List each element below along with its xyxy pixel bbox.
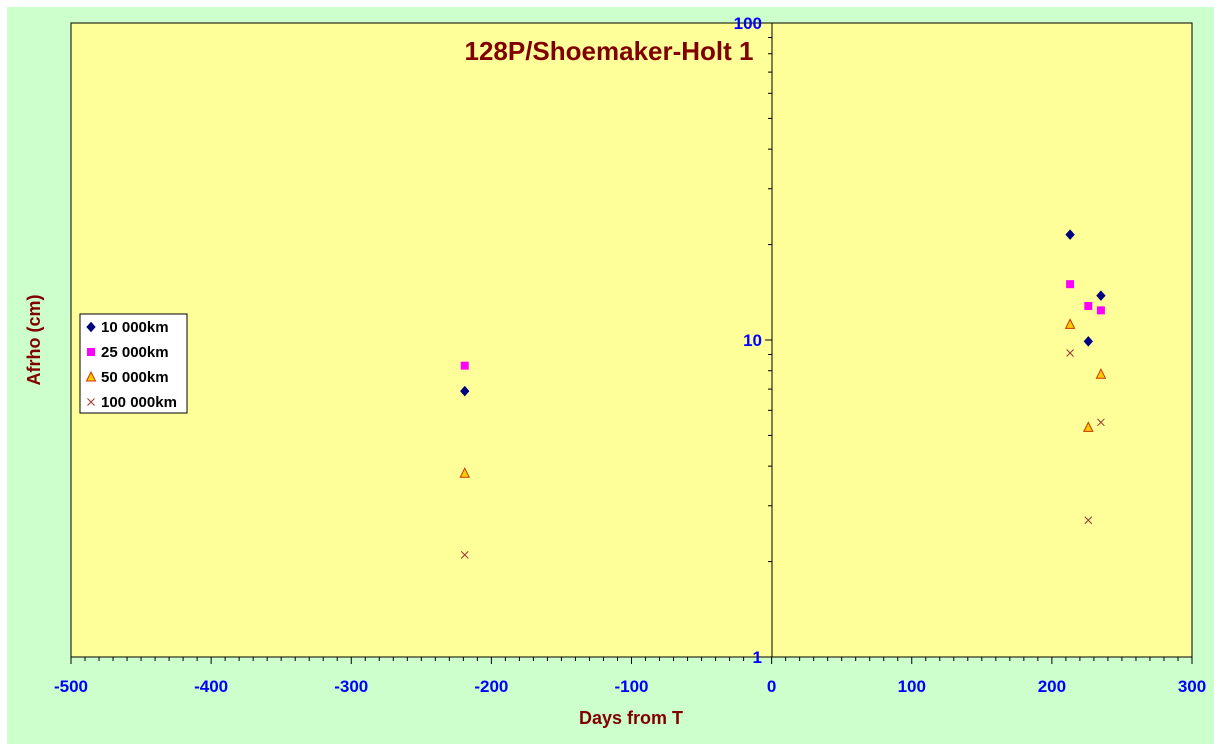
y-axis-title: Afrho (cm) [24, 295, 44, 386]
x-marker-stroke [1084, 516, 1093, 525]
legend-marker-square [87, 348, 95, 356]
x-marker-stroke [87, 398, 95, 406]
x-tick-label: -300 [334, 677, 368, 696]
y-tick-label: 1 [753, 648, 762, 667]
data-point-diamond [1083, 336, 1093, 347]
data-point-diamond [1065, 229, 1075, 240]
data-point-triangle [1064, 318, 1076, 329]
data-point-square [1084, 302, 1093, 311]
x-tick-label: 100 [898, 677, 926, 696]
legend-label: 100 000km [101, 394, 177, 411]
data-point-x [460, 551, 469, 559]
data-point-diamond [460, 385, 470, 397]
x-tick-label: -400 [194, 677, 228, 696]
x-tick-label: 200 [1038, 677, 1066, 696]
axes-layer: -500 -400 -300 -200 -100 0 100 200 300 1 10 100 [54, 14, 1206, 696]
y-tick-label: 100 [734, 14, 762, 33]
data-point-square [1066, 280, 1075, 289]
data-point-square [460, 361, 469, 370]
data-point-triangle [459, 467, 471, 478]
legend: 10 000km 25 000km 50 000km 100 000km [79, 313, 188, 414]
legend-marker-triangle [85, 370, 97, 382]
plot-area-background [70, 22, 1193, 658]
data-point-x [1066, 349, 1074, 357]
data-point-triangle [1095, 368, 1107, 379]
x-axis-title: Days from T [579, 708, 683, 728]
x-marker-stroke [460, 551, 469, 559]
x-tick-label: -500 [54, 677, 88, 696]
data-point-x [1084, 516, 1093, 525]
x-tick-label: 0 [767, 677, 776, 696]
x-tick-label: -100 [614, 677, 648, 696]
legend-label: 50 000km [101, 369, 169, 386]
chart-title: 128P/Shoemaker-Holt 1 [464, 36, 753, 66]
legend-label: 25 000km [101, 344, 169, 361]
data-marks-layer [459, 229, 1107, 559]
data-point-triangle [1082, 421, 1094, 432]
y-tick-label: 10 [743, 331, 762, 350]
data-point-x [1097, 418, 1105, 427]
data-point-square [1096, 306, 1105, 315]
x-tick-label: -200 [474, 677, 508, 696]
x-tick-label: 300 [1178, 677, 1206, 696]
legend-marker-x [87, 398, 95, 406]
data-point-diamond [1096, 290, 1106, 301]
x-marker-stroke [1066, 349, 1074, 357]
legend-box [79, 313, 188, 414]
x-marker-stroke [1097, 418, 1105, 427]
legend-marker-diamond [86, 321, 96, 333]
legend-label: 10 000km [101, 319, 169, 336]
